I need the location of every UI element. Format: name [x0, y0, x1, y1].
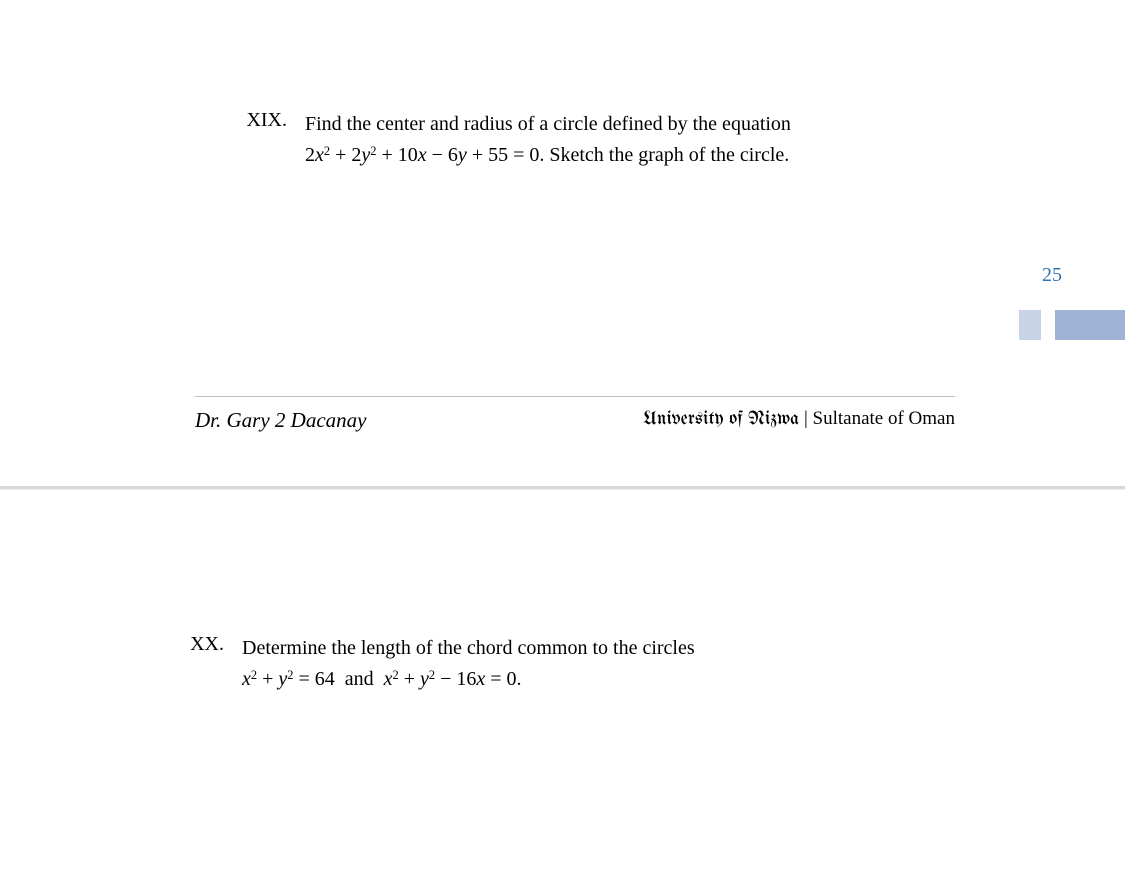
- problem-prompt-tail: .: [517, 668, 522, 690]
- page-tab-decoration: [1019, 310, 1125, 340]
- footer-country: Sultanate of Oman: [813, 408, 955, 429]
- page-number: 25: [1042, 264, 1062, 287]
- problem-numeral: XIX.: [243, 109, 305, 132]
- tab-segment: [1041, 310, 1055, 340]
- footer-institution: University of Nizwa | Sultanate of Oman: [643, 408, 955, 433]
- footer-university: University of Nizwa: [643, 409, 799, 429]
- footer-author: Dr. Gary 2 Dacanay: [195, 408, 366, 433]
- problem-prompt-tail: . Sketch the graph of the circle.: [539, 144, 789, 166]
- problem-prompt-line1: Find the center and radius of a circle d…: [305, 113, 791, 135]
- footer-rule: [195, 396, 955, 397]
- problem-numeral: XX.: [180, 633, 242, 656]
- problem-xix: XIX. Find the center and radius of a cir…: [243, 109, 943, 171]
- problem-body: Determine the length of the chord common…: [242, 633, 912, 695]
- tab-segment: [1019, 310, 1041, 340]
- problem-xx: XX. Determine the length of the chord co…: [180, 633, 930, 695]
- problem-equation: 2x2 + 2y2 + 10x − 6y + 55 = 0: [305, 144, 539, 166]
- problem-body: Find the center and radius of a circle d…: [305, 109, 925, 171]
- footer-separator: |: [799, 408, 812, 429]
- problem-equation: x2 + y2 = 64 and x2 + y2 − 16x = 0: [242, 668, 517, 690]
- footer: Dr. Gary 2 Dacanay University of Nizwa |…: [195, 408, 955, 433]
- page-break-divider: [0, 486, 1125, 490]
- problem-prompt-line1: Determine the length of the chord common…: [242, 637, 695, 659]
- tab-segment: [1055, 310, 1125, 340]
